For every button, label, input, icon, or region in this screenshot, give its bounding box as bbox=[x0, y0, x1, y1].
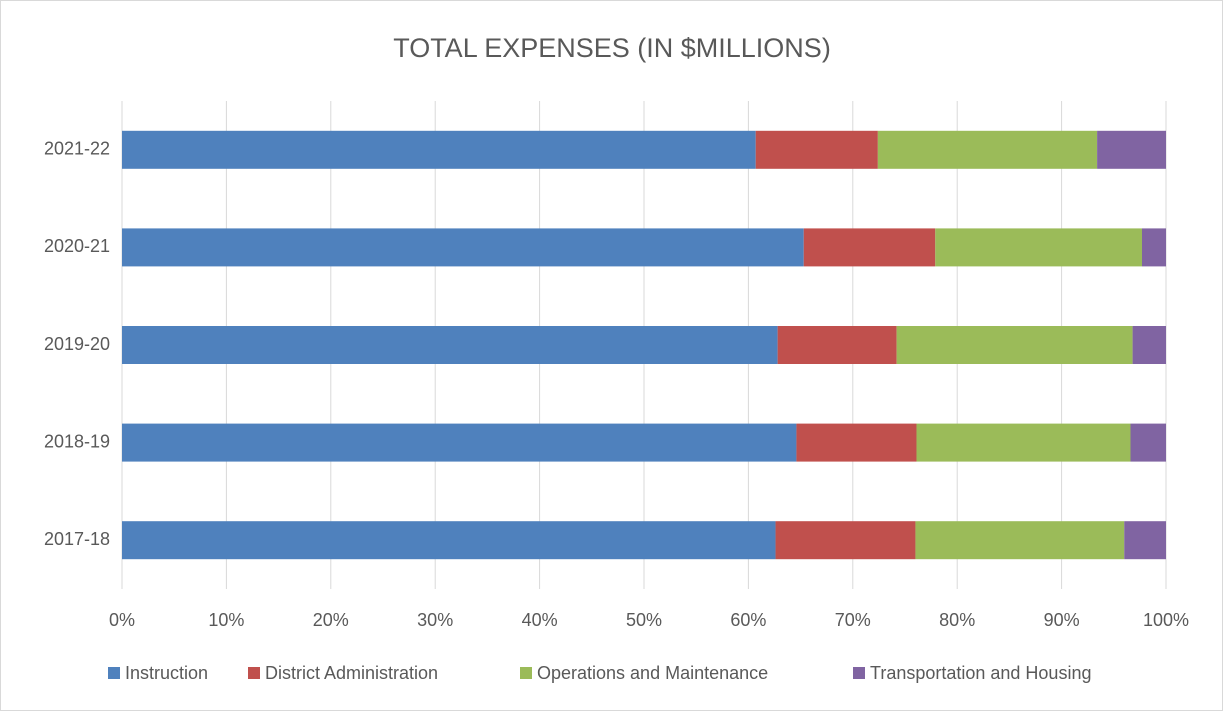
bar-segment bbox=[1097, 130, 1166, 169]
bar-segment bbox=[775, 521, 916, 560]
y-tick-label: 2021-22 bbox=[44, 139, 110, 159]
x-tick-label: 70% bbox=[835, 610, 871, 630]
legend-label: Transportation and Housing bbox=[870, 663, 1091, 683]
x-tick-label: 30% bbox=[417, 610, 453, 630]
y-tick-label: 2018-19 bbox=[44, 431, 110, 451]
legend-swatch bbox=[108, 667, 120, 679]
bar-segment bbox=[122, 423, 797, 462]
x-tick-label: 60% bbox=[730, 610, 766, 630]
legend-label: District Administration bbox=[265, 663, 438, 683]
y-tick-label: 2017-18 bbox=[44, 529, 110, 549]
legend-label: Instruction bbox=[125, 663, 208, 683]
bar-segment bbox=[877, 130, 1098, 169]
bar-segment bbox=[122, 228, 804, 267]
y-tick-label: 2020-21 bbox=[44, 236, 110, 256]
x-tick-label: 20% bbox=[313, 610, 349, 630]
legend-swatch bbox=[520, 667, 532, 679]
legend-swatch bbox=[248, 667, 260, 679]
bar-segment bbox=[1132, 326, 1166, 364]
bar-segment bbox=[755, 130, 878, 169]
bar-segment bbox=[122, 130, 756, 169]
chart-title: TOTAL EXPENSES (IN $MILLIONS) bbox=[393, 33, 831, 63]
x-tick-label: 80% bbox=[939, 610, 975, 630]
x-tick-label: 100% bbox=[1143, 610, 1189, 630]
bar-segment bbox=[796, 423, 917, 462]
bar-segment bbox=[915, 521, 1125, 560]
bar-segment bbox=[122, 521, 776, 560]
bar-segment bbox=[122, 326, 778, 364]
x-tick-label: 10% bbox=[208, 610, 244, 630]
legend-swatch bbox=[853, 667, 865, 679]
legend-label: Operations and Maintenance bbox=[537, 663, 768, 683]
bar-segment bbox=[935, 228, 1142, 267]
bar-segment bbox=[896, 326, 1133, 364]
bar-segment bbox=[777, 326, 897, 364]
x-tick-label: 40% bbox=[522, 610, 558, 630]
bar-segment bbox=[1130, 423, 1166, 462]
y-tick-label: 2019-20 bbox=[44, 334, 110, 354]
bar-segment bbox=[1124, 521, 1166, 560]
x-tick-label: 50% bbox=[626, 610, 662, 630]
bar-segment bbox=[916, 423, 1131, 462]
bar-segment bbox=[1141, 228, 1166, 267]
x-tick-label: 90% bbox=[1044, 610, 1080, 630]
bar-segment bbox=[803, 228, 936, 267]
x-tick-label: 0% bbox=[109, 610, 135, 630]
